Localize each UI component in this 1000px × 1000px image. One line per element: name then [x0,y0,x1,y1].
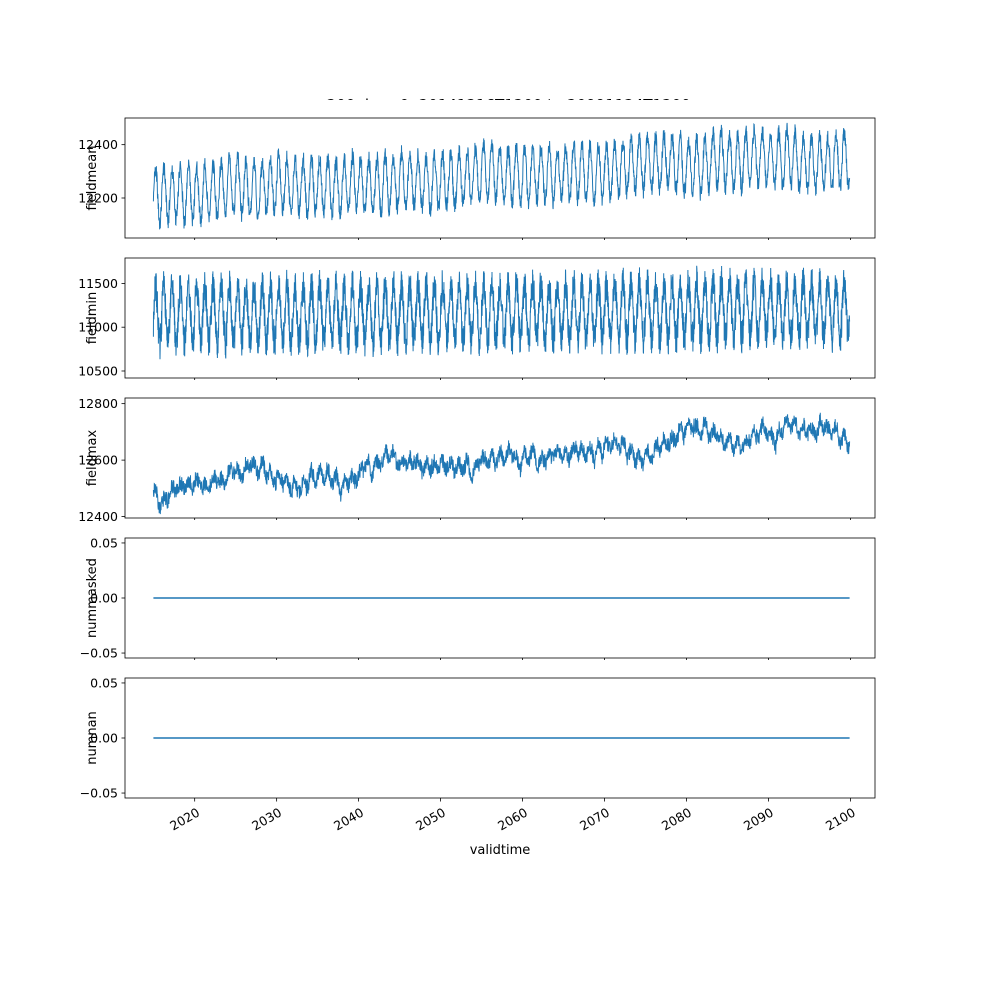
y-tick-label: −0.05 [80,646,118,661]
y-tick-label: 0.05 [90,675,118,690]
x-tick-label: 2040 [331,805,366,834]
y-tick-label: 12600 [78,453,118,468]
y-tick-label: 11000 [78,320,118,335]
y-axis-label: fieldmax [85,430,100,487]
y-tick-label: 12400 [78,137,118,152]
y-axis-label: nummasked [85,558,100,638]
y-tick-label: 11500 [78,276,118,291]
x-axis-label: validtime [469,843,531,858]
series-line-fieldmin [152,265,851,360]
y-tick-label: 12400 [78,509,118,524]
x-tick-label: 2060 [495,805,530,834]
y-tick-label: 10500 [78,363,118,378]
series-line-fieldmax [152,412,851,515]
series-line-fieldmean [152,122,851,230]
axes-border [124,117,876,239]
x-tick-label: 2070 [577,805,612,834]
x-tick-label: 2050 [413,805,448,834]
x-tick-label: 2100 [823,805,858,834]
x-tick-label: 2020 [167,805,202,834]
y-tick-label: 0.00 [90,731,118,746]
y-tick-label: 12800 [78,396,118,411]
subplot-numnan: 0.05 0.00 −0.05 2020 2030 2040 2050 2060 2070 208… [80,660,935,834]
axes-border [124,397,876,519]
y-axis-label: fieldmean [85,146,100,211]
y-axis-label: fieldmin [85,292,100,345]
y-tick-label: −0.05 [80,786,118,801]
x-tick-label: 2030 [249,805,284,834]
x-tick-label: 2090 [741,805,776,834]
y-tick-label: 0.00 [90,591,118,606]
x-tick-label: 2080 [659,805,694,834]
y-tick-label: 0.05 [90,535,118,550]
y-axis-label: numnan [85,711,100,765]
axes-border [124,257,876,379]
y-tick-label: 12200 [78,191,118,206]
